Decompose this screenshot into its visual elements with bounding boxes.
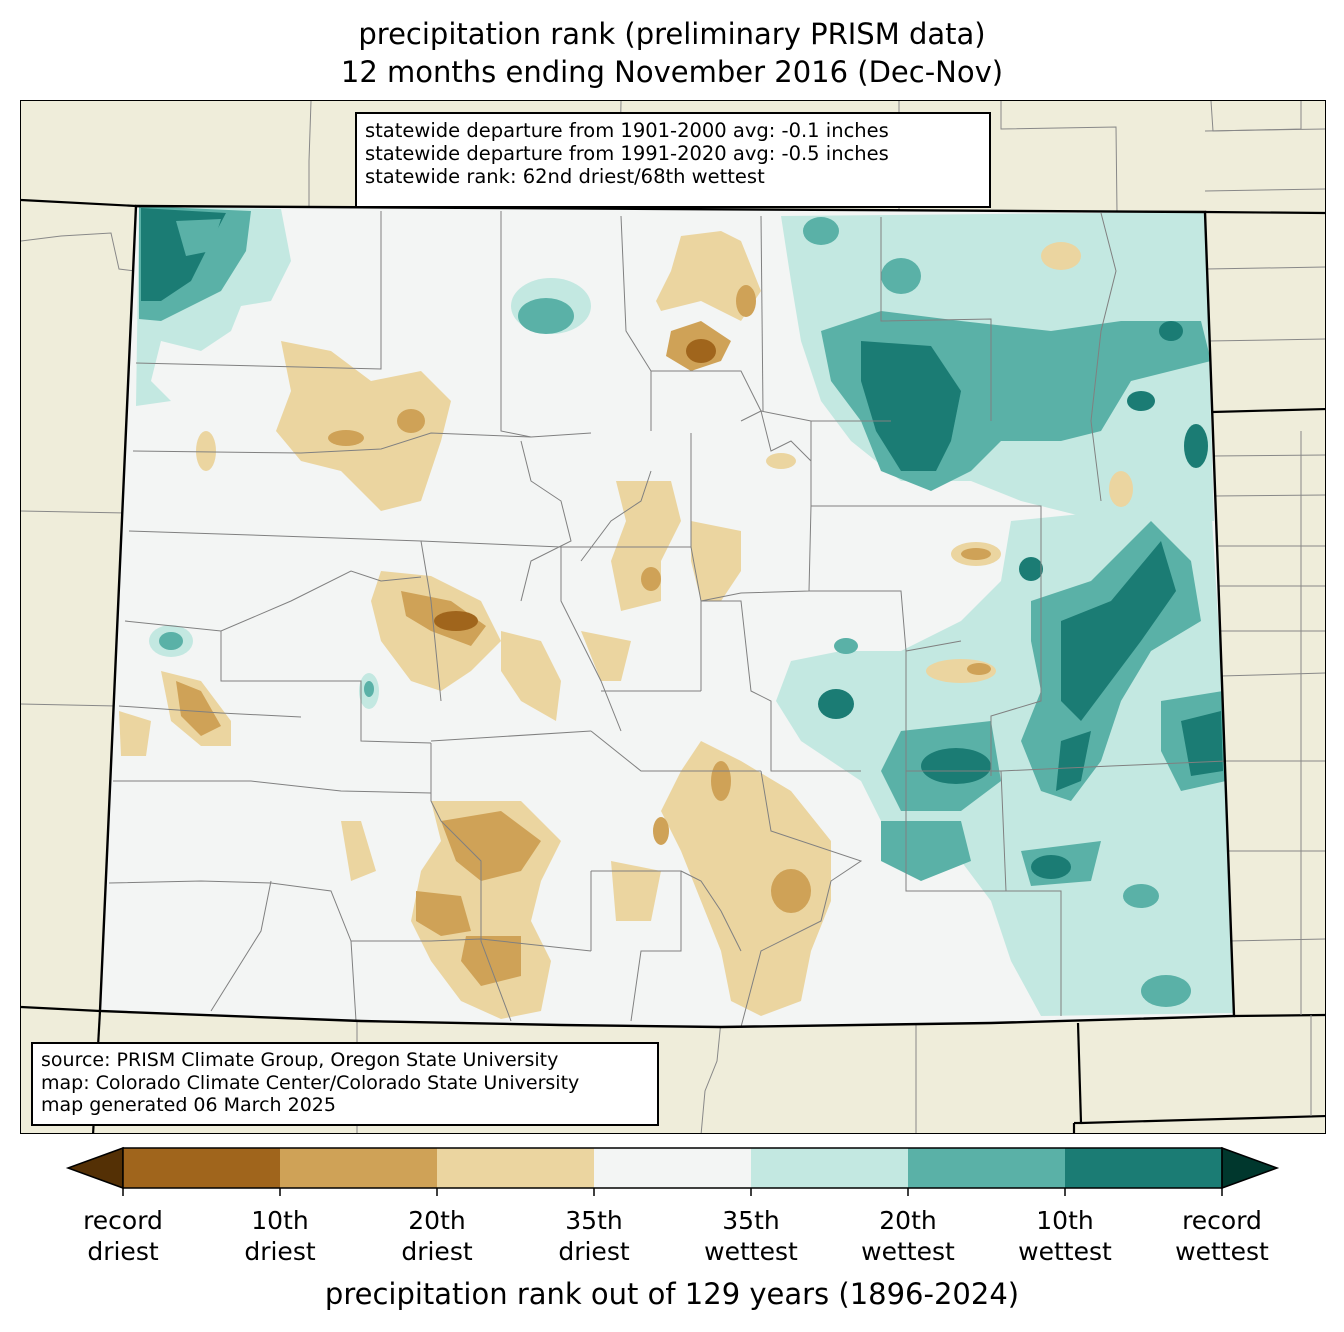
colorbar-segment-near-normal <box>594 1148 751 1188</box>
statewide-stats-box: statewide departure from 1901-2000 avg: … <box>355 112 991 208</box>
colorado-state-border <box>98 204 1236 1029</box>
colorbar-tick-label: record driest <box>83 1206 163 1266</box>
colorbar-tick-label: 35th driest <box>558 1206 630 1266</box>
nm-ok-border <box>1076 1022 1083 1124</box>
colorbar-label: precipitation rank out of 129 years (189… <box>324 1277 1020 1311</box>
colorbar-segment-35th-20th-wettest <box>751 1148 908 1188</box>
colorbar-tick-label: 10th wettest <box>1018 1206 1112 1266</box>
colorbar-extend-wettest <box>1221 1146 1280 1190</box>
az-nm-offset <box>21 1005 101 1013</box>
colorbar <box>65 1146 1280 1196</box>
statewide-rank: statewide rank: 62nd driest/68th wettest <box>365 165 765 188</box>
colorbar-segment-20th-10th-wettest <box>908 1148 1065 1188</box>
departure-1901-2000: statewide departure from 1901-2000 avg: … <box>365 119 889 142</box>
colorbar-tick-label: 20th driest <box>401 1206 473 1266</box>
map-frame <box>20 100 1326 1134</box>
ok-tx-border <box>1080 1114 1325 1125</box>
ok-ks-border <box>1233 1013 1325 1018</box>
colorbar-segment-10th-record-wettest <box>1065 1148 1222 1188</box>
map-title-line1: precipitation rank (preliminary PRISM da… <box>358 17 986 51</box>
precipitation-rank-map <box>21 101 1325 1133</box>
source-map-credit: map: Colorado Climate Center/Colorado St… <box>41 1071 580 1094</box>
rank-contours <box>119 206 1234 1019</box>
map-title-line2: 12 months ending November 2016 (Dec-Nov) <box>340 55 1004 89</box>
colorbar-tick-label: 10th driest <box>244 1206 316 1266</box>
colorbar-tick-label: 35th wettest <box>704 1206 798 1266</box>
colorbar-segment-record-10th-driest <box>123 1148 280 1188</box>
source-box: source: PRISM Climate Group, Oregon Stat… <box>31 1042 659 1126</box>
source-generated-date: map generated 06 March 2025 <box>41 1094 336 1116</box>
colorbar-ticks <box>122 1188 1223 1196</box>
source-prism: source: PRISM Climate Group, Oregon Stat… <box>41 1049 559 1071</box>
colorbar-segment-10th-20th-driest <box>280 1148 437 1188</box>
county-lines <box>108 211 1227 1028</box>
colorbar-extend-driest <box>65 1146 124 1190</box>
ne-border-north <box>1204 210 1325 215</box>
colorbar-tick-label: record wettest <box>1175 1206 1269 1266</box>
departure-1991-2020: statewide departure from 1991-2020 avg: … <box>365 142 889 165</box>
colorbar-tick-label: 20th wettest <box>861 1206 955 1266</box>
ne-ks-border <box>1211 407 1325 414</box>
colorbar-segment-20th-35th-driest <box>437 1148 594 1188</box>
ut-wy-border <box>21 198 137 208</box>
colorbar-outline <box>122 1147 1223 1189</box>
